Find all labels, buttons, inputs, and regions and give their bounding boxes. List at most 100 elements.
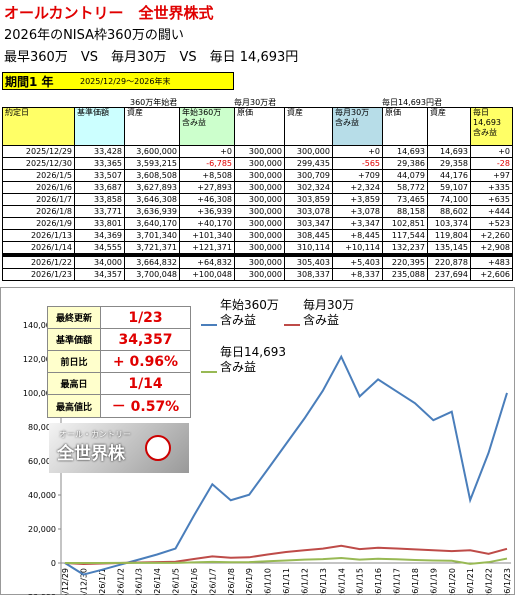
x-tick-label: 2026/1/15 [356,568,365,595]
table-cell: 3,640,170 [124,217,180,230]
table-cell: 102,851 [382,217,428,230]
x-tick-label: 2026/1/23 [503,568,512,595]
info-label: 前日比 [47,350,101,373]
table-cell: 303,078 [284,205,333,218]
table-cell: +3,078 [332,205,383,218]
x-tick-label: 2026/1/16 [374,568,383,595]
table-cell: 14,693 [427,145,471,158]
table-cell: -6,785 [179,157,235,170]
table-cell: 300,000 [234,217,285,230]
x-tick-label: 2026/1/8 [227,568,236,595]
info-label: 基準価額 [47,328,101,351]
table-row: 2026/1/6 33,687 3,627,893 +27,893 300,000 302… [2,181,513,194]
table-cell: 3,646,308 [124,193,180,206]
y-tick-label: 100,000 [23,389,56,398]
table-cell: +0 [332,145,383,158]
table-cell: +8,508 [179,169,235,182]
table-cell: +2,606 [470,268,513,281]
header-row: 約定日 基準価額 資産 年始360万 含み益 原価 資産 毎月30万 含み益 原価 資産 毎日 1… [2,107,513,146]
series-line [64,354,508,576]
logo-line1: オール・カントリー [59,430,131,439]
table-cell: +36,939 [179,205,235,218]
table-cell: 305,403 [284,253,333,269]
table-cell: 300,000 [234,229,285,242]
table-cell: 299,435 [284,157,333,170]
table-cell: 33,771 [74,205,125,218]
matchup: 最早360万 VS 毎月30万 VS 毎日 14,693円 [4,50,299,65]
table-cell: 33,428 [74,145,125,158]
info-label: 最終更新 [47,306,101,329]
x-tick-label: 2026/1/3 [135,568,144,595]
table-cell: 73,465 [382,193,428,206]
table-cell: 2026/1/6 [2,181,75,194]
x-tick-label: 2026/1/7 [208,568,217,595]
table-cell: 2026/1/23 [2,268,75,281]
table-row: 2026/1/14 34,555 3,721,371 +121,371 300,000 3… [2,241,513,256]
data-table: 約定日 基準価額 資産 年始360万 含み益 原価 資産 毎月30万 含み益 原価 資産 毎日 1… [2,107,513,281]
table-cell: 3,627,893 [124,181,180,194]
table-cell: 2026/1/13 [2,229,75,242]
table-cell: 300,000 [234,253,285,269]
table-cell: +10,114 [332,241,383,256]
table-cell: 3,636,939 [124,205,180,218]
table-cell: +709 [332,169,383,182]
x-tick-label: 2026/1/14 [337,568,346,595]
legend-label: 年始360万 含み益 [220,298,279,327]
table-cell: 2026/1/5 [2,169,75,182]
table-cell: 2026/1/8 [2,205,75,218]
x-tick-label: 2026/1/18 [411,568,420,595]
table-cell: 300,000 [234,145,285,158]
table-cell: +64,832 [179,253,235,269]
table-cell: 34,555 [74,241,125,256]
table-cell: 74,100 [427,193,471,206]
group-label: 毎日14,693円君 [382,98,442,107]
column-header: 毎月30万 含み益 [332,107,383,146]
table-cell: 3,701,340 [124,229,180,242]
table-cell: 300,000 [234,157,285,170]
table-cell: +0 [179,145,235,158]
y-tick-label: 140,000 [23,321,56,330]
logo-icon [145,435,171,461]
x-tick-label: 2026/1/13 [319,568,328,595]
table-cell: +523 [470,217,513,230]
table-cell: -565 [332,157,383,170]
y-tick-label: 80,000 [28,423,56,432]
table-cell: 300,000 [234,181,285,194]
table-cell: 2026/1/7 [2,193,75,206]
period-label: 期間1 年 [5,75,54,89]
info-row: 基準価額 34,357 [47,328,191,351]
table-cell: 302,324 [284,181,333,194]
column-header: 基準価額 [74,107,125,146]
info-row: 最終更新 1/23 [47,306,191,329]
table-cell: 2026/1/9 [2,217,75,230]
table-cell: +97 [470,169,513,182]
x-tick-label: 2026/1/19 [429,568,438,595]
info-value: 1/23 [100,306,191,329]
table-cell: 220,878 [427,253,471,269]
table-cell: 44,079 [382,169,428,182]
x-tick-label: 2026/1/5 [172,568,181,595]
y-tick-label: 120,000 [23,355,56,364]
table-cell: 88,602 [427,205,471,218]
table-cell: +27,893 [179,181,235,194]
x-tick-label: 2025/12/30 [79,568,88,595]
table-cell: 33,507 [74,169,125,182]
info-value: 34,357 [100,328,191,351]
chart-area: -20,000 0 20,000 40,000 60,000 80,000 100,000 1… [0,287,515,595]
table-cell: 119,804 [427,229,471,242]
table-cell: 59,107 [427,181,471,194]
group-label: 毎月30万君 [234,98,277,107]
column-header: 資産 [427,107,471,146]
info-row: 最高値比－ 0.57% [47,394,191,418]
column-header: 資産 [284,107,333,146]
table-row: 2025/12/29 33,428 3,600,000 +0 300,000 300,00… [2,145,513,158]
table-cell: 3,600,000 [124,145,180,158]
table-cell: 132,237 [382,241,428,256]
table-cell: 33,801 [74,217,125,230]
table-cell: +2,324 [332,181,383,194]
table-cell: 308,337 [284,268,333,281]
title: オールカントリー 全世界株式 [4,4,214,22]
x-tick-label: 2026/1/20 [448,568,457,595]
table-cell: +8,337 [332,268,383,281]
x-tick-label: 2026/1/9 [245,568,254,595]
